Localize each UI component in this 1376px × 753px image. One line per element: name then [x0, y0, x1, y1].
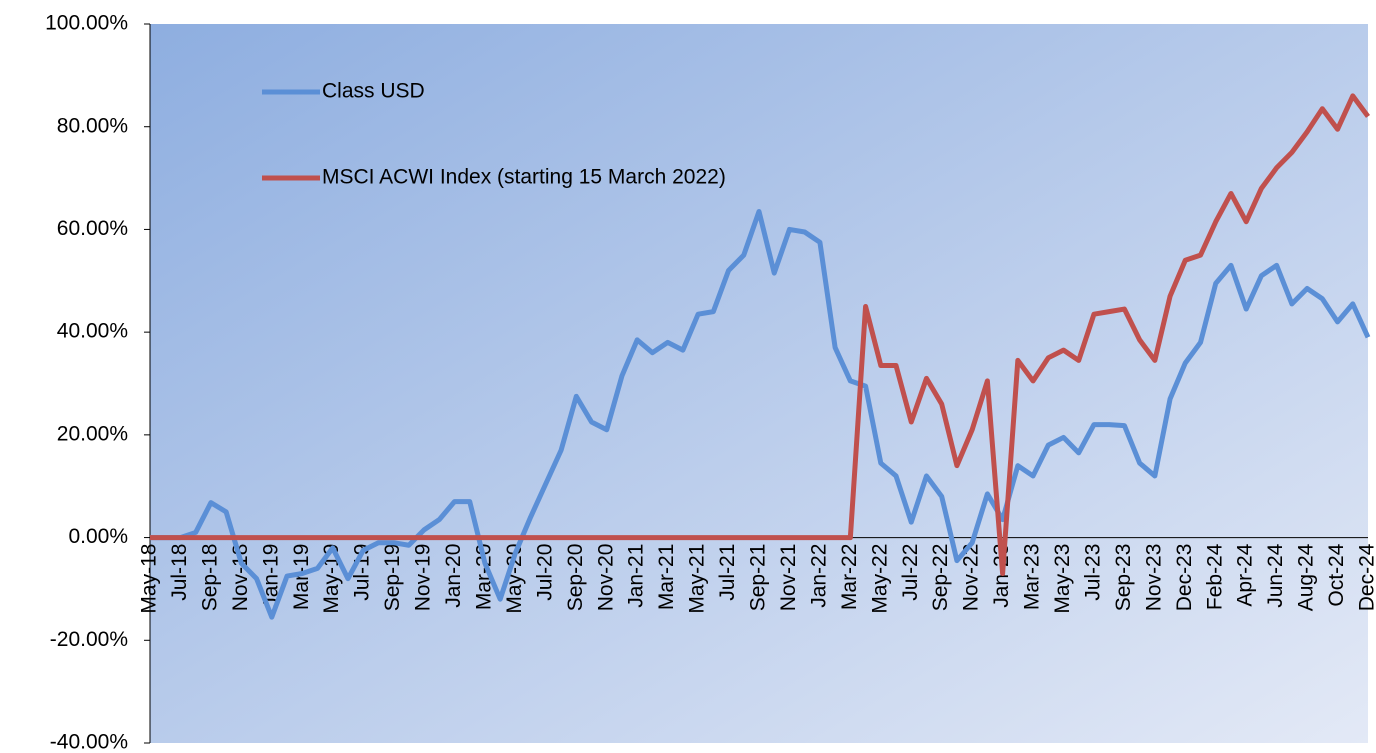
- y-tick-label: 60.00%: [57, 217, 128, 240]
- x-tick-label: Nov-22: [960, 544, 983, 612]
- x-tick-label: Sep-23: [1112, 544, 1135, 612]
- x-tick-label: May-20: [503, 544, 526, 614]
- x-tick-label: Oct-24: [1325, 543, 1348, 606]
- x-tick-label: Jul-22: [899, 544, 922, 601]
- x-tick-label: Jun-24: [1264, 543, 1287, 608]
- x-tick-label: Sep-20: [564, 544, 587, 612]
- x-tick-label: Jul-21: [716, 544, 739, 601]
- legend-label: Class USD: [322, 80, 425, 103]
- x-tick-label: Jul-23: [1081, 544, 1104, 601]
- plot-area: [150, 24, 1368, 743]
- x-tick-label: Jan-21: [625, 544, 648, 608]
- x-tick-label: May-18: [138, 544, 161, 614]
- x-tick-label: Jan-22: [807, 544, 830, 608]
- y-tick-label: -40.00%: [50, 731, 128, 753]
- x-tick-label: Jan-20: [442, 544, 465, 608]
- x-tick-label: Jan-19: [259, 544, 282, 608]
- x-tick-label: Mar-21: [655, 544, 678, 611]
- y-tick-label: 100.00%: [45, 12, 128, 35]
- x-tick-label: Apr-24: [1234, 543, 1257, 606]
- x-tick-label: Mar-23: [1021, 544, 1044, 611]
- y-tick-label: 80.00%: [57, 114, 128, 137]
- x-tick-label: Mar-20: [472, 544, 495, 611]
- x-tick-label: Nov-20: [594, 544, 617, 612]
- series-line: [150, 93, 1371, 577]
- y-tick-label: 40.00%: [57, 320, 128, 343]
- x-tick-label: Sep-22: [929, 544, 952, 612]
- x-tick-label: Jul-18: [168, 544, 191, 601]
- x-tick-label: Jul-20: [533, 544, 556, 601]
- x-tick-label: May-22: [868, 544, 891, 614]
- x-tick-label: Nov-21: [777, 544, 800, 612]
- legend-label: MSCI ACWI Index (starting 15 March 2022): [322, 166, 726, 189]
- x-tick-label: Nov-23: [1142, 544, 1165, 612]
- x-tick-label: Sep-21: [747, 544, 770, 612]
- x-tick-label: Dec-24: [1356, 543, 1376, 611]
- x-tick-label: May-23: [1051, 544, 1074, 614]
- x-tick-label: Feb-24: [1203, 543, 1226, 610]
- x-tick-label: May-21: [686, 544, 709, 614]
- x-tick-label: Nov-19: [412, 544, 435, 612]
- x-tick-label: Aug-24: [1295, 543, 1318, 611]
- x-tick-label: May-19: [320, 544, 343, 614]
- y-tick-label: 0.00%: [68, 525, 128, 548]
- x-tick-label: Sep-19: [381, 544, 404, 612]
- x-tick-label: Mar-19: [290, 544, 313, 611]
- x-tick-label: Sep-18: [198, 544, 221, 612]
- x-tick-label: Dec-23: [1173, 544, 1196, 612]
- x-tick-label: Nov-18: [229, 544, 252, 612]
- series-line: [150, 208, 1371, 620]
- y-tick-label: 20.00%: [57, 422, 128, 445]
- x-tick-label: Mar-22: [838, 544, 861, 611]
- y-tick-label: -20.00%: [50, 628, 128, 651]
